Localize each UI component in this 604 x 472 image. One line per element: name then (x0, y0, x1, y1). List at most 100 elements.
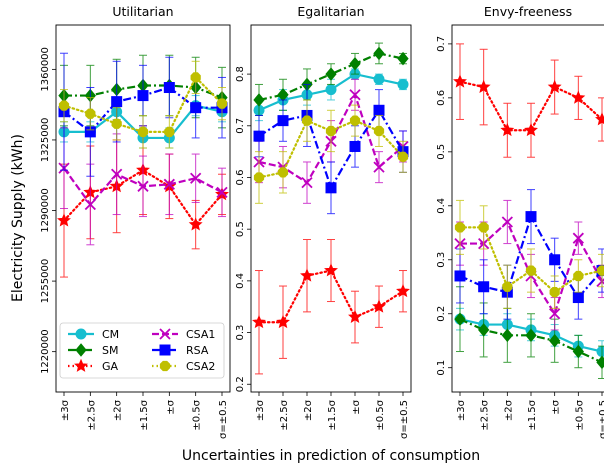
data-point (253, 130, 265, 142)
data-point (549, 333, 561, 348)
data-point (252, 314, 266, 329)
series-csa2 (58, 60, 228, 149)
data-point (163, 82, 175, 94)
data-point (216, 98, 228, 109)
legend-entry-sm: SM (68, 343, 118, 357)
data-point (300, 268, 314, 282)
legend-marker (159, 344, 171, 356)
plot-area (252, 42, 410, 375)
x-tick-label: ±3σ (456, 399, 467, 421)
data-point (373, 125, 385, 137)
data-point (277, 115, 289, 127)
data-point (373, 46, 385, 61)
data-point (301, 115, 313, 126)
legend-entry-csa2: CSA2 (152, 360, 215, 373)
data-point (572, 344, 584, 359)
y-tick-label: 0.8 (235, 66, 246, 82)
y-tick-label: 0.4 (235, 273, 246, 289)
data-point (549, 254, 561, 266)
legend-marker (159, 328, 171, 340)
data-point (372, 299, 386, 313)
data-point (549, 308, 561, 320)
data-point (349, 140, 361, 152)
data-point (573, 270, 584, 282)
chart-panel-1: Utilitarian 1220000 1255000 1290000 1325000 1… (40, 4, 231, 439)
data-point (137, 90, 149, 102)
y-tick-label: 0.1 (436, 360, 447, 376)
legend-entry-ga: GA (68, 358, 119, 373)
legend-label: CSA1 (186, 328, 215, 341)
data-point (137, 126, 149, 137)
data-point (502, 281, 513, 292)
x-tick-label: ±2σ (113, 399, 124, 421)
data-point (190, 72, 201, 83)
data-point (349, 56, 361, 71)
data-point (396, 283, 410, 298)
series-sm (454, 286, 604, 380)
series-csa2 (253, 99, 409, 204)
data-point (478, 281, 490, 293)
x-axis-label: Uncertainties in prediction of consumpti… (182, 448, 480, 464)
x-tick-label: σ=±0.5 (598, 400, 604, 439)
data-point (253, 172, 265, 183)
y-tick-label: 0.6 (436, 90, 447, 106)
series-csa2 (454, 199, 604, 309)
data-point (596, 346, 604, 358)
data-point (596, 265, 604, 276)
data-point (397, 51, 409, 66)
data-point (476, 79, 491, 93)
chart-panel-2: Egalitarian 0.2 0.3 0.4 0.5 0.6 0.7 0.8 ±3σ ±2.5σ… (235, 4, 412, 439)
data-point (276, 314, 290, 329)
chart-panel-3: Envy-freeness 0.1 0.2 0.3 0.4 0.5 0.6 0.7 ±3σ ±2.… (436, 4, 604, 439)
data-point (324, 263, 338, 277)
data-point (454, 222, 466, 233)
data-point (454, 312, 466, 326)
panel-title: Envy-freeness (484, 4, 572, 19)
y-tick-label: 0.2 (235, 376, 246, 392)
y-tick-label: 0.7 (436, 36, 447, 52)
data-point (500, 122, 515, 137)
x-tick-label: ±3σ (60, 399, 71, 421)
data-point (325, 67, 337, 81)
legend-entry-cm: CM (68, 328, 119, 341)
x-tick-label: ±σ (351, 399, 362, 414)
data-point (571, 90, 586, 104)
y-tick-label: 0.6 (235, 170, 246, 186)
y-tick-label: 1325000 (40, 118, 51, 163)
data-point (525, 265, 537, 276)
data-point (373, 73, 385, 85)
data-point (325, 182, 337, 194)
y-tick-label: 0.7 (235, 118, 246, 134)
legend-label: RSA (186, 344, 209, 357)
x-tick-label: ±3σ (255, 399, 266, 421)
data-point (325, 84, 337, 96)
axes-frame (250, 24, 412, 393)
legend-marker (159, 360, 171, 372)
data-point (549, 287, 560, 298)
y-tick-label: 1290000 (40, 188, 51, 233)
legend: CM SM GA CSA1 RSA CSA2 (59, 322, 225, 379)
y-tick-label: 0.3 (235, 325, 246, 341)
plot-area (453, 43, 604, 380)
data-point (111, 96, 123, 108)
x-tick-label: ±1.5σ (527, 399, 538, 430)
axes-frame (451, 24, 604, 393)
legend-label: GA (102, 360, 119, 373)
y-tick-label: 1360000 (40, 47, 51, 92)
data-point (325, 125, 337, 137)
data-point (277, 167, 289, 178)
data-point (373, 161, 385, 173)
data-point (525, 211, 537, 223)
data-point (373, 104, 385, 116)
data-point (397, 78, 409, 90)
x-tick-label: ±0.5σ (574, 399, 585, 430)
y-tick-label: 0.5 (235, 221, 246, 237)
data-point (547, 79, 562, 93)
legend-label: SM (102, 344, 118, 357)
data-point (84, 198, 96, 211)
data-point (478, 323, 490, 337)
data-point (349, 115, 361, 126)
y-tick-label: 0.5 (436, 144, 447, 160)
